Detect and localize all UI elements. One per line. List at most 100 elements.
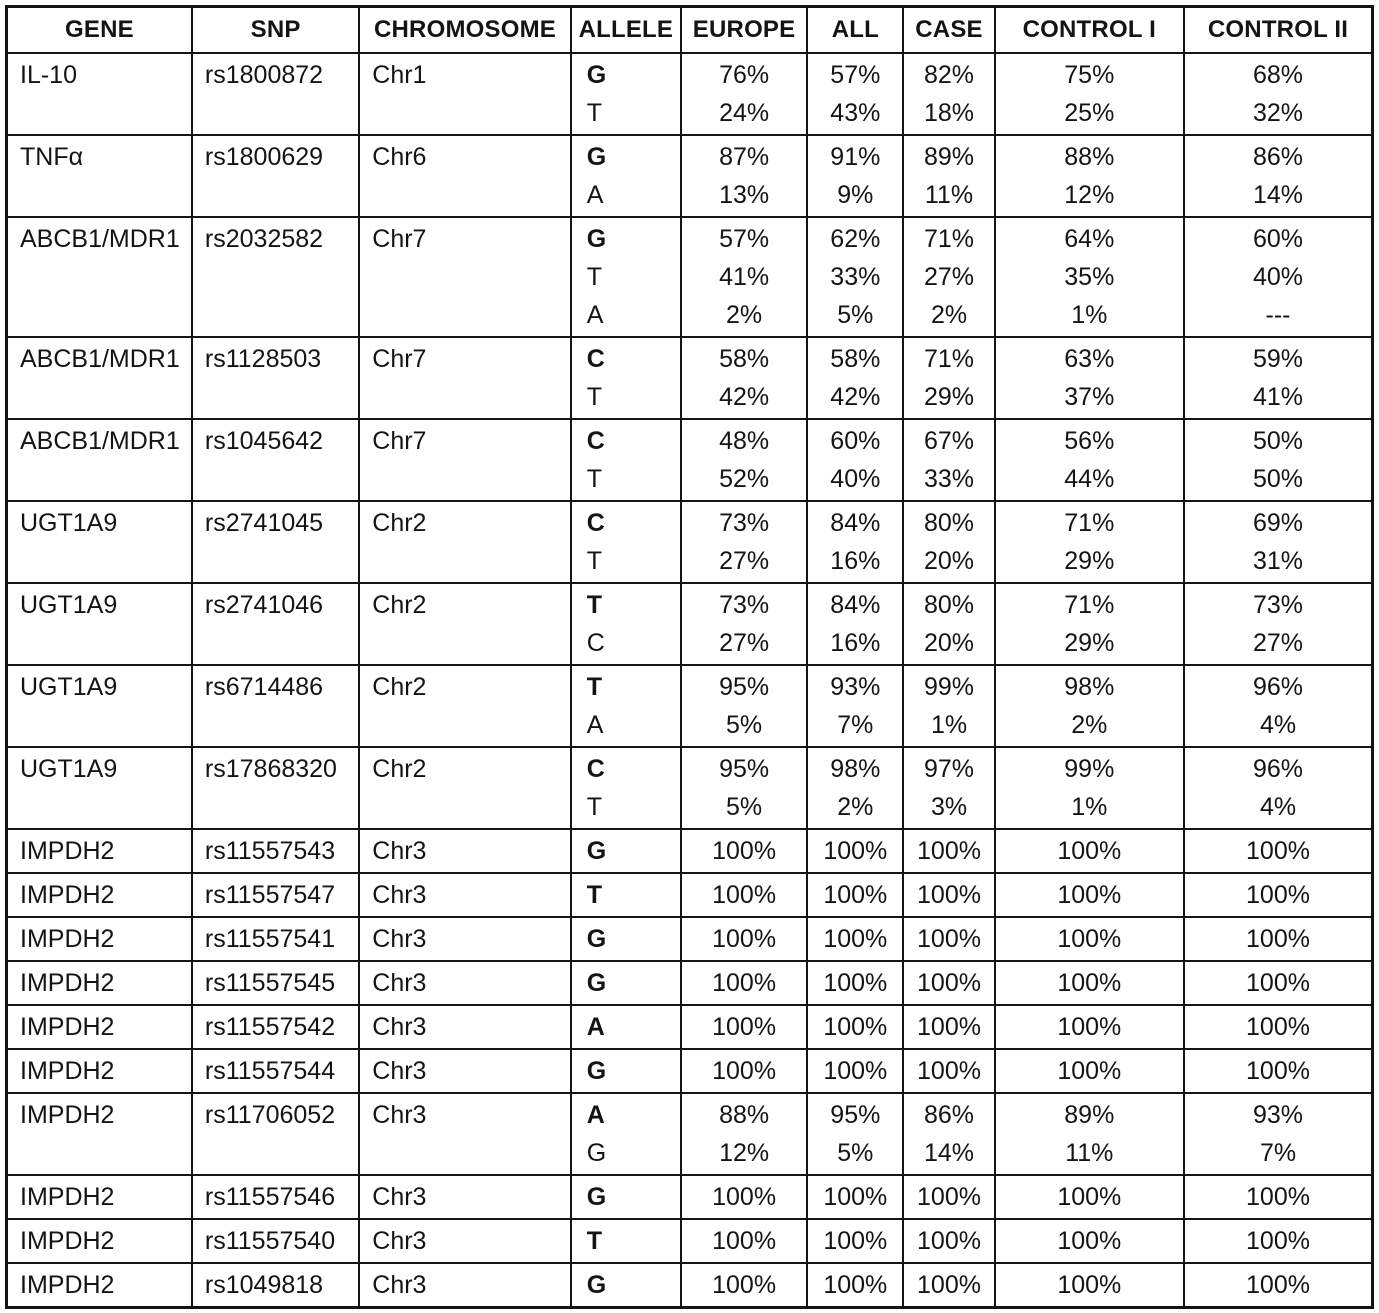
- cell-europe: 100%: [679, 1174, 809, 1220]
- cell-value: 25%: [1064, 99, 1115, 127]
- cell-case: 100%: [902, 872, 996, 918]
- cell-chromosome: Chr3: [358, 960, 572, 1006]
- cell-value: 100%: [823, 969, 888, 997]
- cell-value: IMPDH2: [20, 881, 115, 909]
- cell-value: ABCB1/MDR1: [20, 345, 180, 373]
- cell-europe: 100%: [679, 1218, 809, 1264]
- cell-value: 100%: [1057, 1183, 1122, 1211]
- cell-gene: IMPDH2: [5, 1048, 193, 1094]
- cell-value: 100%: [917, 1183, 981, 1211]
- cell-value: rs11557547: [204, 881, 336, 909]
- cell-gene: IMPDH2: [5, 1004, 193, 1050]
- cell-control2: 100%: [1183, 916, 1374, 962]
- allele-value: G: [586, 1183, 607, 1211]
- cell-all: 84% 16%: [806, 582, 905, 666]
- cell-value: 75%: [1064, 61, 1115, 89]
- cell-value: 16%: [830, 547, 881, 575]
- cell-case: 89% 11%: [902, 134, 996, 218]
- cell-europe: 100%: [679, 828, 809, 874]
- cell-value: 7%: [837, 711, 874, 739]
- allele-value: A: [586, 711, 604, 739]
- cell-allele: G: [569, 1174, 682, 1220]
- cell-europe: 100%: [679, 1004, 809, 1050]
- cell-value: 56%: [1064, 427, 1115, 455]
- cell-allele: G: [569, 960, 682, 1006]
- cell-case: 100%: [902, 828, 996, 874]
- table-row: IMPDH2 rs11557541 Chr3 G 100% 100% 100% 100% 100…: [5, 916, 1374, 962]
- cell-snp: rs1800872: [190, 52, 361, 136]
- cell-value: 100%: [917, 837, 981, 865]
- cell-control1: 89% 11%: [993, 1092, 1186, 1176]
- cell-snp: rs11557546: [190, 1174, 361, 1220]
- cell-snp: rs1128503: [190, 336, 361, 420]
- cell-control2: 60% 40% ---: [1183, 216, 1374, 338]
- cell-control1: 63% 37%: [993, 336, 1186, 420]
- cell-control1: 71% 29%: [993, 582, 1186, 666]
- cell-europe: 76% 24%: [679, 52, 809, 136]
- cell-control2: 100%: [1183, 1262, 1374, 1309]
- cell-value: Chr2: [372, 509, 427, 537]
- cell-value: IMPDH2: [20, 1271, 115, 1299]
- table-row: IMPDH2 rs11706052 Chr3 A G 88% 12% 95% 5% 86% 14% 8…: [5, 1092, 1374, 1176]
- cell-snp: rs11557541: [190, 916, 361, 962]
- allele-value: A: [586, 1101, 605, 1129]
- table-row: IMPDH2 rs11557543 Chr3 G 100% 100% 100% 100% 100…: [5, 828, 1374, 874]
- cell-value: rs1049818: [204, 1271, 324, 1299]
- snp-allele-frequency-table: GENE SNP CHROMOSOME ALLELE EUROPE ALL CASE CONT…: [5, 5, 1374, 1309]
- cell-value: Chr2: [372, 755, 427, 783]
- cell-chromosome: Chr3: [358, 1174, 572, 1220]
- cell-value: UGT1A9: [20, 673, 118, 701]
- cell-control2: 93% 7%: [1183, 1092, 1374, 1176]
- cell-value: 82%: [923, 61, 975, 89]
- cell-value: 2%: [726, 301, 763, 329]
- cell-gene: ABCB1/MDR1: [5, 418, 193, 502]
- cell-all: 95% 5%: [806, 1092, 905, 1176]
- cell-snp: rs11557543: [190, 828, 361, 874]
- cell-value: Chr3: [372, 837, 427, 865]
- cell-chromosome: Chr7: [358, 336, 572, 420]
- cell-value: IMPDH2: [20, 1183, 115, 1211]
- cell-control2: 100%: [1183, 1174, 1374, 1220]
- cell-value: 71%: [1064, 509, 1115, 537]
- cell-case: 100%: [902, 1004, 996, 1050]
- cell-chromosome: Chr3: [358, 828, 572, 874]
- allele-value: G: [586, 1271, 607, 1299]
- cell-europe: 48% 52%: [679, 418, 809, 502]
- cell-value: Chr7: [372, 225, 427, 253]
- allele-value: G: [586, 225, 607, 253]
- cell-value: 27%: [719, 547, 770, 575]
- cell-value: 27%: [923, 263, 975, 291]
- cell-europe: 100%: [679, 960, 809, 1006]
- allele-value: T: [586, 591, 602, 619]
- cell-value: ABCB1/MDR1: [20, 427, 180, 455]
- cell-all: 58% 42%: [806, 336, 905, 420]
- column-header-case: CASE: [902, 5, 996, 54]
- cell-value: 100%: [1246, 1057, 1310, 1085]
- cell-allele: G: [569, 1262, 682, 1309]
- table-row: IMPDH2 rs1049818 Chr3 G 100% 100% 100% 100% 100%: [5, 1262, 1374, 1309]
- cell-europe: 100%: [679, 872, 809, 918]
- cell-control2: 100%: [1183, 1048, 1374, 1094]
- cell-chromosome: Chr1: [358, 52, 572, 136]
- cell-value: 100%: [1246, 1227, 1310, 1255]
- cell-control1: 56% 44%: [993, 418, 1186, 502]
- cell-control1: 75% 25%: [993, 52, 1186, 136]
- cell-gene: IMPDH2: [5, 872, 193, 918]
- cell-value: rs2741045: [204, 509, 324, 537]
- allele-value: T: [586, 1227, 602, 1255]
- cell-value: rs17868320: [204, 755, 337, 783]
- allele-value: C: [586, 755, 605, 783]
- cell-all: 100%: [806, 960, 905, 1006]
- cell-value: 20%: [923, 629, 975, 657]
- cell-value: rs1128503: [204, 345, 322, 373]
- cell-value: 71%: [923, 345, 975, 373]
- cell-all: 91% 9%: [806, 134, 905, 218]
- cell-value: IMPDH2: [20, 837, 115, 865]
- cell-value: 29%: [1064, 629, 1115, 657]
- cell-value: rs11557541: [204, 925, 336, 953]
- cell-value: rs11557546: [204, 1183, 336, 1211]
- cell-case: 82% 18%: [902, 52, 996, 136]
- cell-allele: G: [569, 916, 682, 962]
- cell-value: Chr3: [372, 969, 427, 997]
